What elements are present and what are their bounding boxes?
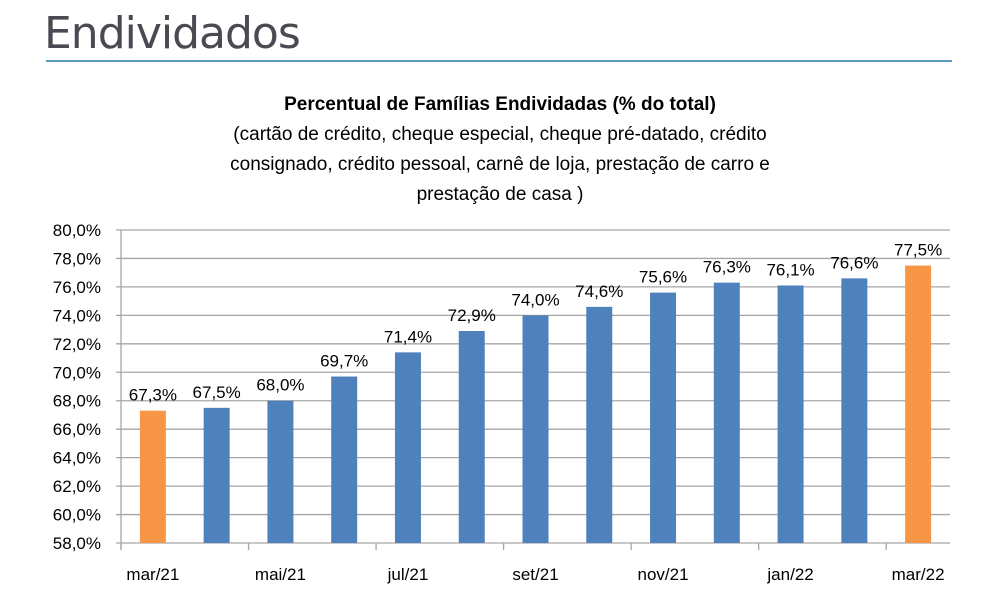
x-tick-label: nov/21 <box>638 565 689 584</box>
y-tick-label: 64,0% <box>53 449 101 468</box>
y-tick-label: 80,0% <box>53 221 101 240</box>
data-label: 74,0% <box>511 290 559 309</box>
bar-set/21 <box>522 315 549 543</box>
slide-title: Endividados <box>44 8 301 59</box>
bar-out/21 <box>586 306 613 543</box>
data-label: 75,6% <box>639 268 687 287</box>
data-label: 76,6% <box>830 253 878 272</box>
chart-subtitle-line: consignado, crédito pessoal, carnê de lo… <box>230 154 770 175</box>
data-label: 68,0% <box>256 376 304 395</box>
y-tick-label: 66,0% <box>53 420 101 439</box>
data-label: 74,6% <box>575 282 623 301</box>
x-tick-label: set/21 <box>512 565 558 584</box>
data-label: 67,3% <box>129 386 177 405</box>
y-tick-label: 58,0% <box>53 534 101 553</box>
y-tick-label: 74,0% <box>53 306 101 325</box>
y-tick-label: 76,0% <box>53 278 101 297</box>
data-label: 77,5% <box>894 241 942 260</box>
data-label: 69,7% <box>320 352 368 371</box>
x-tick-label: mar/22 <box>892 565 945 584</box>
bar-fev/22 <box>841 278 868 543</box>
bar-dez/21 <box>713 282 740 543</box>
y-tick-label: 70,0% <box>53 363 101 382</box>
x-tick-label: jul/21 <box>387 565 429 584</box>
y-tick-label: 60,0% <box>53 506 101 525</box>
x-tick-label: mar/21 <box>126 565 179 584</box>
data-label: 72,9% <box>448 306 496 325</box>
data-label: 76,1% <box>766 260 814 279</box>
chart-title: Percentual de Famílias Endividadas (% do… <box>284 94 716 115</box>
x-tick-label: jan/22 <box>766 565 813 584</box>
chart-subtitle-line: (cartão de crédito, cheque especial, che… <box>233 124 767 145</box>
bar-abr/21 <box>203 407 230 543</box>
chart-title-block: Percentual de Famílias Endividadas (% do… <box>150 90 850 210</box>
x-tick-label: mai/21 <box>255 565 306 584</box>
title-divider <box>46 60 952 62</box>
bar-jul/21 <box>394 352 421 543</box>
bar-ago/21 <box>458 331 485 543</box>
data-label: 76,3% <box>703 258 751 277</box>
bar-mai/21 <box>267 400 294 543</box>
bar-mar/22 <box>905 265 932 543</box>
y-tick-label: 78,0% <box>53 249 101 268</box>
data-label: 67,5% <box>193 383 241 402</box>
y-tick-label: 62,0% <box>53 477 101 496</box>
data-label: 71,4% <box>384 327 432 346</box>
bar-mar/21 <box>139 410 166 543</box>
bar-jan/22 <box>777 285 804 543</box>
y-tick-label: 72,0% <box>53 335 101 354</box>
bar-jun/21 <box>331 376 358 543</box>
y-tick-label: 68,0% <box>53 392 101 411</box>
bar-nov/21 <box>650 292 677 543</box>
chart-subtitle-line: prestação de casa ) <box>416 184 584 205</box>
